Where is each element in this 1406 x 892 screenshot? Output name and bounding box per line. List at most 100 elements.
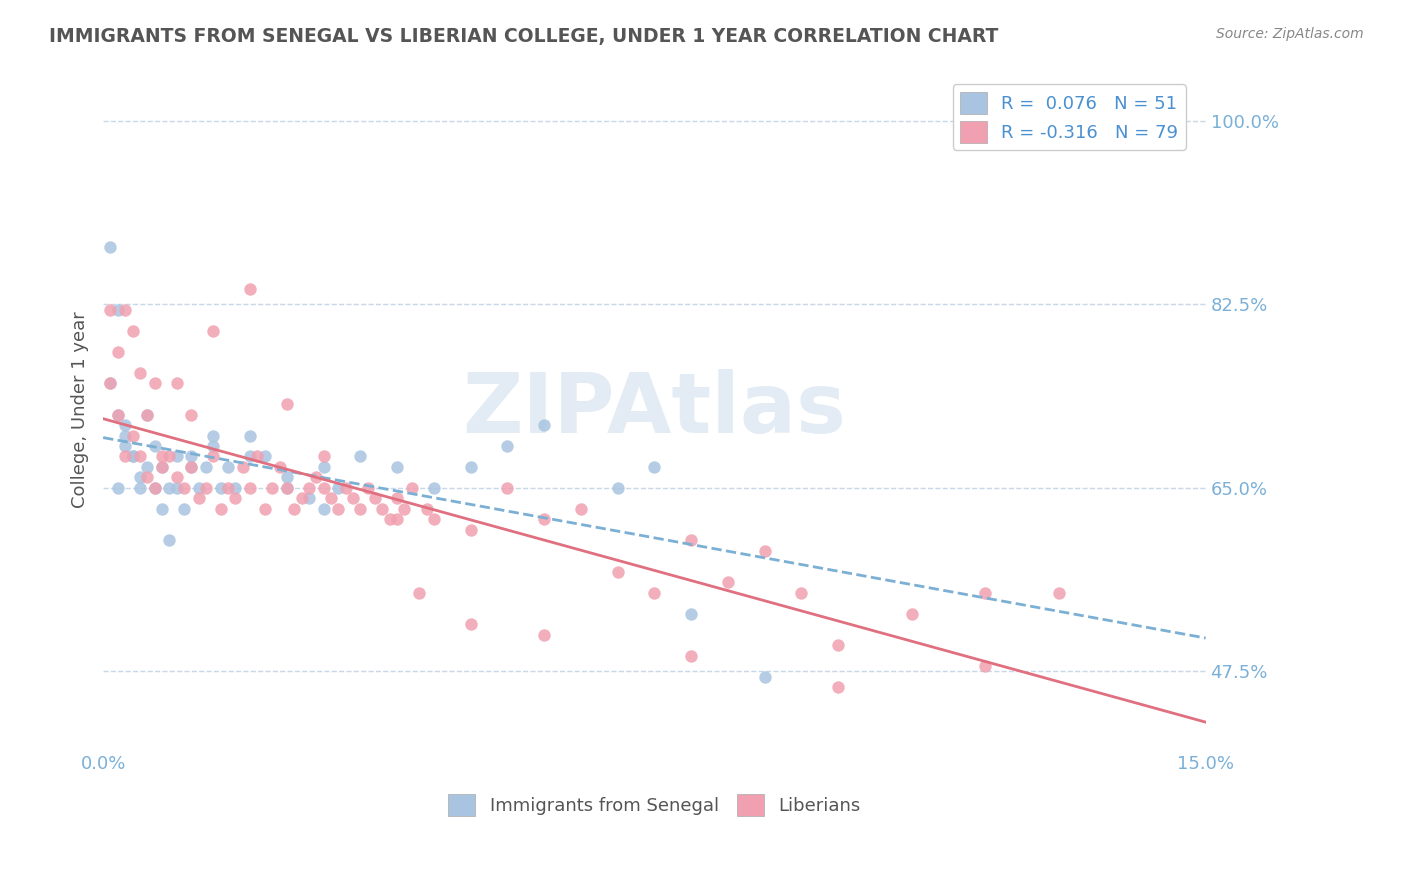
Point	[232, 460, 254, 475]
Point	[143, 481, 166, 495]
Point	[136, 470, 159, 484]
Point	[643, 586, 665, 600]
Point	[166, 450, 188, 464]
Point	[209, 481, 232, 495]
Point	[180, 450, 202, 464]
Point	[136, 460, 159, 475]
Point	[394, 502, 416, 516]
Point	[150, 460, 173, 475]
Point	[121, 450, 143, 464]
Point	[827, 680, 849, 694]
Point	[974, 586, 997, 600]
Point	[269, 460, 291, 475]
Point	[312, 502, 335, 516]
Point	[253, 450, 276, 464]
Point	[496, 481, 519, 495]
Point	[371, 502, 394, 516]
Point	[335, 481, 357, 495]
Point	[173, 502, 195, 516]
Point	[150, 460, 173, 475]
Point	[253, 502, 276, 516]
Point	[100, 376, 122, 390]
Point	[173, 481, 195, 495]
Point	[166, 376, 188, 390]
Point	[114, 450, 136, 464]
Point	[180, 460, 202, 475]
Point	[239, 282, 262, 296]
Text: Source: ZipAtlas.com: Source: ZipAtlas.com	[1216, 27, 1364, 41]
Point	[276, 397, 298, 411]
Point	[121, 450, 143, 464]
Point	[423, 481, 446, 495]
Point	[209, 502, 232, 516]
Point	[100, 240, 122, 254]
Point	[298, 491, 321, 506]
Point	[202, 439, 225, 453]
Point	[900, 607, 922, 621]
Point	[150, 502, 173, 516]
Point	[276, 470, 298, 484]
Point	[349, 450, 371, 464]
Point	[827, 638, 849, 652]
Point	[533, 628, 555, 642]
Point	[328, 481, 350, 495]
Point	[202, 428, 225, 442]
Point	[157, 533, 180, 548]
Point	[224, 491, 246, 506]
Point	[143, 376, 166, 390]
Point	[100, 302, 122, 317]
Point	[107, 302, 129, 317]
Point	[754, 544, 776, 558]
Point	[239, 481, 262, 495]
Point	[401, 481, 423, 495]
Y-axis label: College, Under 1 year: College, Under 1 year	[72, 311, 89, 508]
Point	[342, 491, 364, 506]
Point	[681, 533, 703, 548]
Point	[114, 417, 136, 432]
Point	[187, 481, 209, 495]
Point	[107, 481, 129, 495]
Point	[217, 460, 239, 475]
Point	[157, 481, 180, 495]
Point	[496, 439, 519, 453]
Point	[157, 450, 180, 464]
Point	[290, 491, 312, 506]
Point	[239, 450, 262, 464]
Point	[378, 512, 401, 526]
Point	[128, 450, 150, 464]
Point	[239, 428, 262, 442]
Point	[681, 648, 703, 663]
Point	[606, 481, 628, 495]
Point	[312, 460, 335, 475]
Point	[217, 481, 239, 495]
Point	[385, 512, 408, 526]
Point	[328, 502, 350, 516]
Point	[100, 376, 122, 390]
Point	[107, 344, 129, 359]
Point	[319, 491, 342, 506]
Point	[460, 617, 482, 632]
Point	[533, 417, 555, 432]
Point	[606, 565, 628, 579]
Point	[262, 481, 284, 495]
Point	[128, 481, 150, 495]
Point	[717, 575, 740, 590]
Point	[385, 491, 408, 506]
Text: ZIPAtlas: ZIPAtlas	[463, 368, 846, 450]
Point	[408, 586, 430, 600]
Point	[114, 439, 136, 453]
Point	[681, 607, 703, 621]
Point	[180, 408, 202, 422]
Point	[460, 460, 482, 475]
Point	[349, 502, 371, 516]
Point	[166, 481, 188, 495]
Point	[569, 502, 592, 516]
Point	[1047, 586, 1070, 600]
Point	[224, 481, 246, 495]
Point	[166, 470, 188, 484]
Point	[460, 523, 482, 537]
Point	[790, 586, 813, 600]
Point	[195, 481, 218, 495]
Point	[423, 512, 446, 526]
Point	[298, 481, 321, 495]
